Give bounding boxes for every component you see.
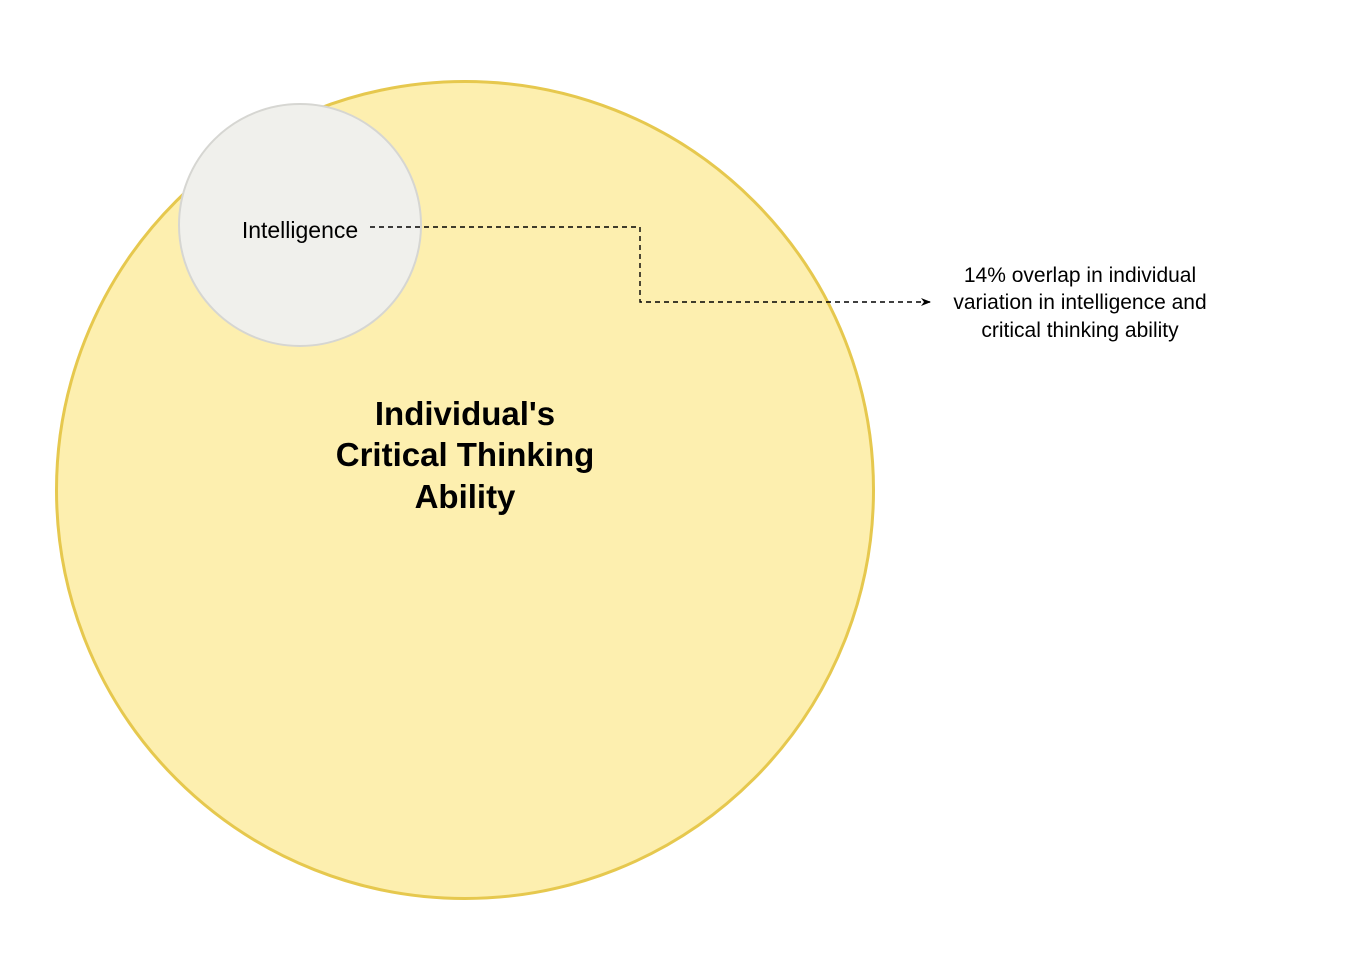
diagram-canvas: Individual'sCritical ThinkingAbility Int… [0, 0, 1350, 980]
outer-circle-label: Individual'sCritical ThinkingAbility [215, 393, 715, 517]
annotation-text: 14% overlap in individualvariation in in… [920, 262, 1240, 344]
inner-circle-label: Intelligence [175, 217, 425, 244]
